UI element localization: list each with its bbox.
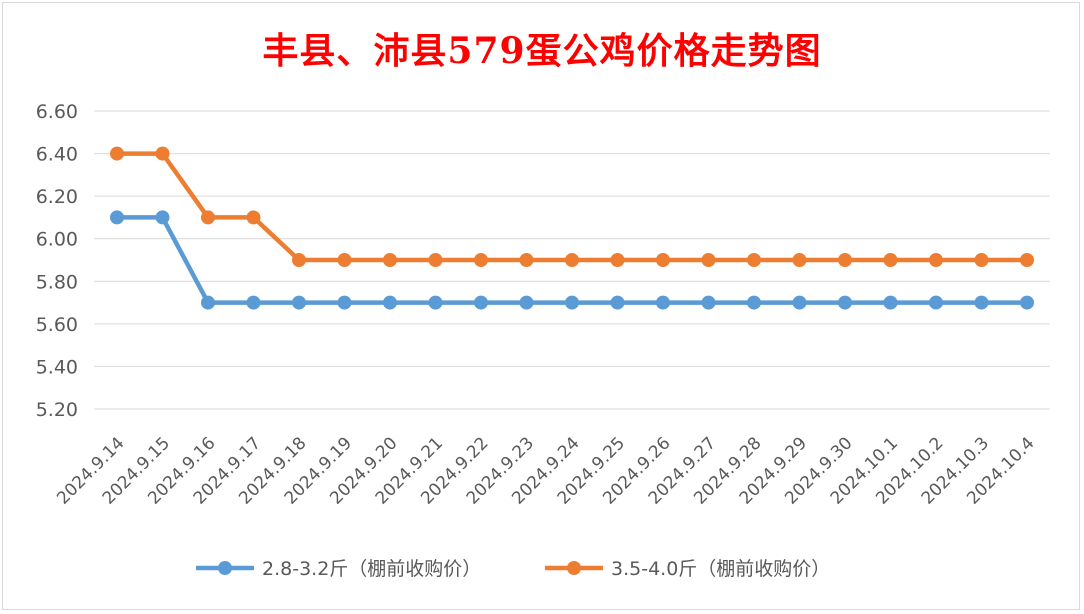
- data-point: [110, 210, 124, 225]
- data-point: [428, 295, 443, 310]
- data-point: [656, 295, 670, 310]
- data-point: [656, 253, 670, 267]
- data-point: [155, 210, 170, 225]
- data-point: [701, 253, 716, 267]
- y-tick-label: 5.40: [36, 356, 78, 378]
- chart-title: 丰县、沛县579蛋公鸡价格走势图: [262, 30, 822, 72]
- y-tick-label: 6.60: [36, 101, 78, 123]
- data-point: [929, 253, 943, 267]
- data-point: [747, 295, 761, 310]
- legend-label: 2.8-3.2斤（棚前收购价）: [262, 558, 481, 580]
- data-point: [383, 253, 397, 267]
- data-point: [974, 253, 989, 267]
- legend-marker: [567, 561, 581, 575]
- data-point: [201, 210, 215, 225]
- y-tick-label: 5.20: [36, 399, 78, 421]
- data-point: [974, 295, 989, 310]
- data-point: [792, 295, 807, 310]
- grid-lines: [94, 110, 1050, 410]
- data-point: [565, 295, 579, 310]
- data-point: [792, 253, 807, 267]
- y-tick-label: 5.80: [36, 271, 78, 293]
- y-tick-label: 6.20: [36, 186, 78, 208]
- data-point: [337, 295, 352, 310]
- data-point: [474, 253, 488, 267]
- data-point: [1020, 295, 1034, 310]
- data-point: [838, 253, 852, 267]
- data-point: [519, 295, 534, 310]
- y-axis-ticks: 5.20 5.40 5.60 5.80 6.00 6.20 6.40 6.60: [36, 101, 78, 421]
- data-point: [838, 295, 852, 310]
- legend: 2.8-3.2斤（棚前收购价） 3.5-4.0斤（棚前收购价）: [196, 558, 830, 580]
- y-tick-label: 6.00: [36, 229, 78, 251]
- data-point: [246, 295, 261, 310]
- data-point: [292, 253, 306, 267]
- data-point: [747, 253, 761, 267]
- data-point: [929, 295, 943, 310]
- data-point: [428, 253, 443, 267]
- legend-label: 3.5-4.0斤（棚前收购价）: [611, 558, 830, 580]
- data-point: [292, 295, 306, 310]
- data-point: [1020, 253, 1034, 267]
- data-point: [565, 253, 579, 267]
- data-point: [201, 295, 215, 310]
- y-tick-label: 6.40: [36, 144, 78, 166]
- data-point: [519, 253, 534, 267]
- data-point: [155, 146, 170, 161]
- data-point: [883, 253, 898, 267]
- data-point: [474, 295, 488, 310]
- y-tick-label: 5.60: [36, 314, 78, 336]
- series-line-1: [117, 151, 1027, 263]
- data-point: [337, 253, 352, 267]
- data-point: [610, 253, 625, 267]
- x-axis-ticks: 2024.9.142024.9.152024.9.162024.9.172024…: [53, 433, 1038, 508]
- legend-marker: [218, 561, 232, 575]
- series-group: [110, 146, 1034, 310]
- data-point: [110, 146, 124, 161]
- data-point: [883, 295, 898, 310]
- data-point: [246, 210, 261, 225]
- data-point: [701, 295, 716, 310]
- data-point: [610, 295, 625, 310]
- data-point: [383, 295, 397, 310]
